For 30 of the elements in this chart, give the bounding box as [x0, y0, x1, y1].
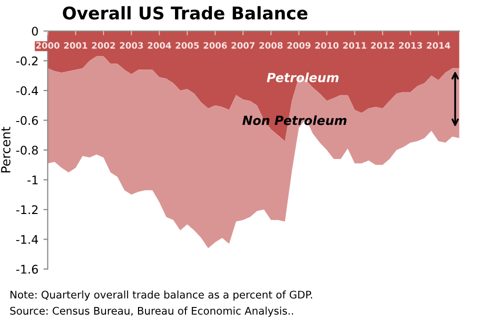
- y-axis-title: Percent: [1, 126, 10, 172]
- y-tick-label: -1.2: [16, 205, 38, 214]
- x-tick-label: 2002: [92, 42, 115, 49]
- y-tick-label: -1: [27, 176, 38, 184]
- y-tick-label: 0: [32, 26, 38, 36]
- x-tick-label: 2003: [120, 42, 143, 49]
- y-tick-label: -0.6: [16, 116, 38, 125]
- x-tick-label: 2009: [287, 42, 310, 49]
- y-tick-label: -0.2: [16, 56, 38, 66]
- chart-title: Overall US Trade Balance: [62, 6, 308, 20]
- x-tick-label: 2013: [399, 42, 422, 49]
- source-note: Source: Census Bureau, Bureau of Economic Analysis..: [10, 306, 293, 317]
- text: Note: Quarterly overall trade balance as a percent of GDP.: [10, 290, 312, 301]
- x-tick-label: 2005: [176, 42, 199, 49]
- x-tick-label: 2007: [232, 42, 255, 49]
- x-tick-label: 2014: [426, 42, 450, 49]
- y-tick-label: -1.6: [16, 264, 38, 274]
- x-tick-label: 2006: [204, 42, 227, 49]
- x-tick-label: 2008: [259, 42, 283, 49]
- series-label: Non Petroleum: [242, 115, 346, 126]
- x-tick-label: 2000: [36, 42, 60, 49]
- x-tick-label: 2011: [343, 42, 366, 49]
- series-label: Petroleum: [266, 72, 339, 82]
- x-tick-label: 2010: [315, 42, 339, 49]
- x-tick-label: 2001: [64, 42, 88, 49]
- y-tick-label: -0.4: [16, 86, 38, 96]
- y-tick-label: -0.8: [16, 146, 38, 155]
- y-tick-label: -1.4: [16, 235, 38, 244]
- x-tick-label: 2004: [148, 42, 172, 49]
- x-tick-label: 2012: [371, 42, 394, 49]
